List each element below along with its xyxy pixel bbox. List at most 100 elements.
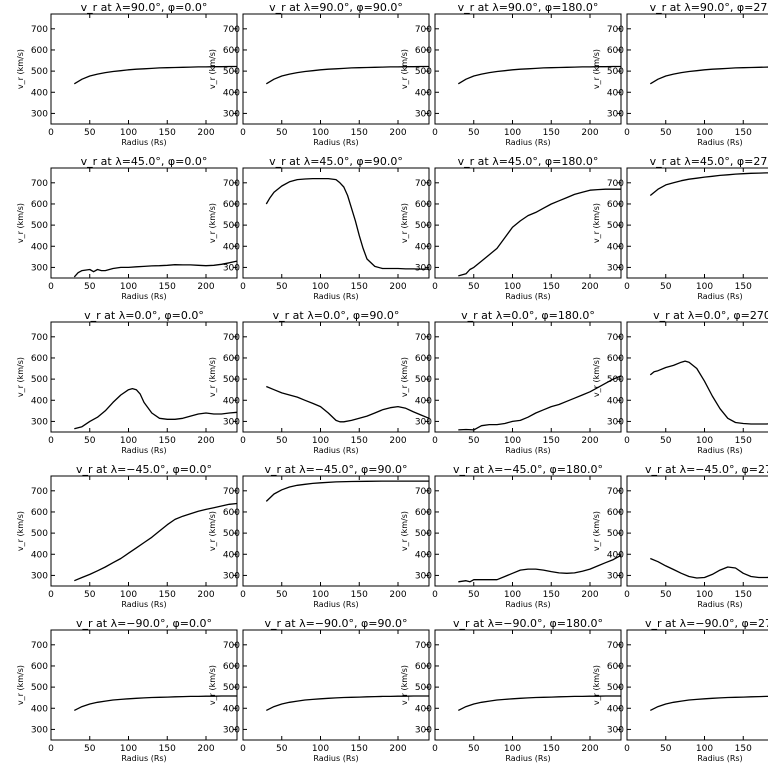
y-tick-label: 700 [31, 333, 48, 343]
chart-panel: v_r at λ=45.0°, φ=180.0° 0 50 100 150 200 300 4… [400, 155, 622, 301]
y-tick-label: 700 [31, 487, 48, 497]
plot-frame [434, 321, 622, 433]
y-tick-label: 400 [415, 88, 432, 98]
y-tick-label: 300 [223, 263, 240, 273]
x-tick-label: 50 [468, 590, 480, 600]
x-tick-label: 0 [624, 282, 630, 292]
x-tick-label: 200 [389, 282, 406, 292]
y-tick-label: 700 [607, 641, 624, 651]
x-axis-label: Radius (Rs) [505, 600, 550, 609]
x-tick-label: 0 [48, 590, 54, 600]
x-tick-label: 100 [696, 128, 713, 138]
x-tick-label: 150 [159, 128, 176, 138]
y-tick-label: 700 [607, 487, 624, 497]
y-tick-label: 700 [223, 25, 240, 35]
x-axis-label: Radius (Rs) [121, 292, 166, 301]
plot-frame [50, 629, 238, 741]
x-tick-label: 50 [660, 128, 672, 138]
x-axis-label: Radius (Rs) [697, 138, 742, 147]
x-tick-label: 150 [159, 436, 176, 446]
y-axis-label: v_r (km/s) [400, 665, 409, 705]
y-axis-label: v_r (km/s) [592, 511, 601, 551]
x-tick-label: 100 [120, 282, 137, 292]
x-tick-label: 150 [351, 590, 368, 600]
y-axis-label: v_r (km/s) [400, 357, 409, 397]
x-axis-label: Radius (Rs) [313, 754, 358, 763]
x-axis-label: Radius (Rs) [121, 754, 166, 763]
y-tick-label: 600 [223, 46, 240, 56]
x-tick-label: 100 [120, 128, 137, 138]
y-tick-label: 700 [607, 333, 624, 343]
x-tick-label: 200 [389, 436, 406, 446]
x-tick-label: 100 [504, 590, 521, 600]
y-tick-label: 500 [31, 221, 48, 231]
x-tick-label: 200 [581, 590, 598, 600]
y-tick-label: 400 [223, 242, 240, 252]
x-tick-label: 0 [432, 282, 438, 292]
x-tick-label: 0 [432, 744, 438, 754]
x-tick-label: 100 [504, 128, 521, 138]
chart-title: v_r at λ=0.0°, φ=90.0° [273, 309, 400, 322]
x-tick-label: 100 [312, 590, 329, 600]
y-tick-label: 300 [31, 725, 48, 735]
y-axis-label: v_r (km/s) [400, 203, 409, 243]
series-line [265, 65, 429, 85]
series-line [458, 375, 622, 431]
x-tick-label: 0 [240, 128, 246, 138]
plot-frame [434, 629, 622, 741]
y-tick-label: 400 [607, 550, 624, 560]
y-tick-label: 600 [31, 508, 48, 518]
y-tick-label: 400 [415, 550, 432, 560]
x-tick-label: 200 [197, 590, 214, 600]
x-tick-label: 0 [48, 436, 54, 446]
chart-panel: v_r at λ=90.0°, φ=0.0° 0 50 100 150 200 300 400… [16, 1, 238, 147]
x-tick-label: 150 [351, 744, 368, 754]
y-tick-label: 400 [607, 396, 624, 406]
y-tick-label: 400 [415, 396, 432, 406]
y-tick-label: 400 [31, 88, 48, 98]
x-tick-label: 50 [660, 744, 672, 754]
chart-panel: v_r at λ=0.0°, φ=180.0° 0 50 100 150 200 300 40… [400, 309, 622, 455]
y-tick-label: 400 [223, 550, 240, 560]
y-tick-label: 700 [607, 25, 624, 35]
y-axis-label: v_r (km/s) [400, 511, 409, 551]
x-tick-label: 0 [240, 436, 246, 446]
chart-panel: v_r at λ=0.0°, φ=90.0° 0 50 100 150 200 300 400… [208, 309, 430, 455]
y-tick-label: 500 [607, 529, 624, 539]
plot-frame [50, 167, 238, 279]
x-tick-label: 150 [543, 282, 560, 292]
y-tick-label: 500 [607, 683, 624, 693]
series-line [265, 480, 429, 502]
x-tick-label: 50 [276, 282, 288, 292]
x-axis-label: Radius (Rs) [313, 138, 358, 147]
y-tick-label: 400 [31, 550, 48, 560]
y-tick-label: 700 [223, 333, 240, 343]
y-tick-label: 300 [31, 417, 48, 427]
x-tick-label: 50 [276, 436, 288, 446]
y-tick-label: 700 [31, 179, 48, 189]
chart-title: v_r at λ=45.0°, φ=270.0° [650, 155, 768, 168]
x-tick-label: 200 [581, 128, 598, 138]
chart-title: v_r at λ=0.0°, φ=270.0° [653, 309, 768, 322]
y-tick-label: 700 [607, 179, 624, 189]
chart-panel: v_r at λ=90.0°, φ=90.0° 0 50 100 150 200 300 40… [208, 1, 430, 147]
chart-panel: v_r at λ=−45.0°, φ=90.0° 0 50 100 150 200 300 4… [208, 463, 430, 609]
y-axis-label: v_r (km/s) [208, 49, 217, 89]
y-tick-label: 400 [31, 396, 48, 406]
y-tick-label: 600 [415, 508, 432, 518]
plot-frame [242, 167, 430, 279]
y-tick-label: 400 [223, 704, 240, 714]
series-line [74, 695, 237, 711]
y-tick-label: 300 [415, 109, 432, 119]
y-tick-label: 500 [415, 375, 432, 385]
y-axis-label: v_r (km/s) [16, 357, 25, 397]
y-axis-label: v_r (km/s) [16, 665, 25, 705]
x-axis-label: Radius (Rs) [697, 600, 742, 609]
y-tick-label: 700 [415, 641, 432, 651]
x-axis-label: Radius (Rs) [505, 754, 550, 763]
series-line [73, 65, 237, 85]
chart-title: v_r at λ=−90.0°, φ=0.0° [76, 617, 212, 630]
y-tick-label: 700 [415, 333, 432, 343]
x-tick-label: 150 [159, 282, 176, 292]
x-tick-label: 200 [389, 590, 406, 600]
